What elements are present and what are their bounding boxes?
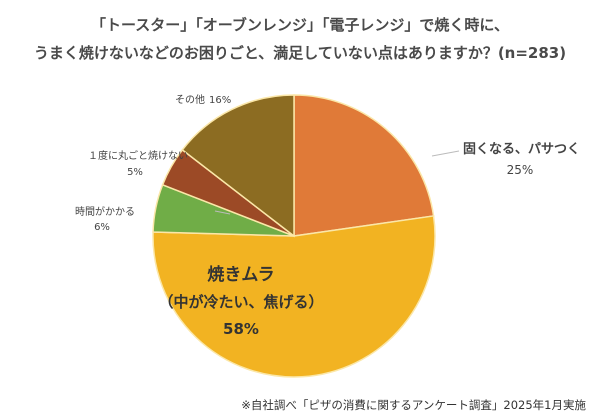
label-other-text: その他	[175, 93, 205, 106]
footnote: ※自社調べ「ピザの消費に関するアンケート調査」2025年1月実施	[241, 398, 586, 412]
value-label-hard: 25%	[507, 163, 534, 177]
label-uneven-detail: （中が冷たい、焦げる）	[158, 293, 323, 311]
label-time: 時間がかかる	[75, 205, 135, 218]
label-uneven: 焼きムラ	[207, 264, 274, 285]
value-label-time: 6%	[94, 222, 110, 233]
pie-slice-other	[181, 94, 295, 238]
value-label-uneven: 58%	[223, 320, 259, 338]
leader-line-hard	[431, 150, 460, 157]
pie-slice-hard	[293, 94, 435, 237]
chart-title-line2: うまく焼けないなどのお困りごと、満足していない点はありますか？(n=283)	[33, 44, 567, 62]
value-label-other: 16%	[209, 95, 231, 106]
value-label-whole: 5%	[127, 167, 143, 178]
label-other: その他 16%	[175, 93, 231, 106]
pie-slice-uneven	[152, 215, 436, 378]
chart-title-line1: 「トースター」「オーブンレンジ」「電子レンジ」で焼く時に、	[91, 16, 509, 34]
label-hard: 固くなる、パサつく	[463, 142, 580, 157]
label-whole: １度に丸ごと焼けない	[88, 149, 188, 162]
leader-line-time	[214, 210, 231, 215]
